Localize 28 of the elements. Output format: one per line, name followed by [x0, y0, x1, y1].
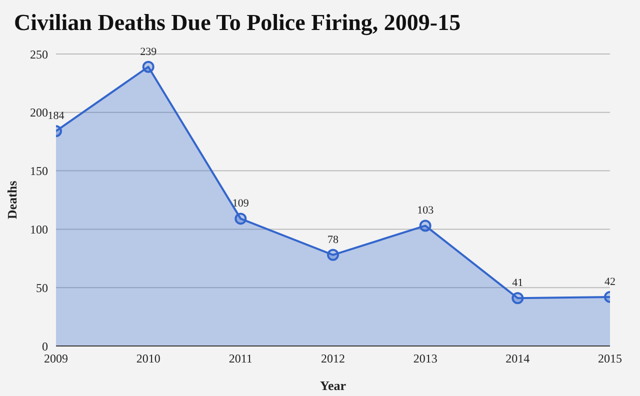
x-tick-label: 2012: [321, 352, 345, 366]
point: [234, 212, 247, 225]
y-tick-label: 0: [42, 339, 48, 354]
x-axis-title: Year: [320, 378, 346, 393]
y-axis-title: Deaths: [4, 180, 20, 220]
x-tick-label: 2013: [413, 352, 438, 366]
data-label: 239: [140, 46, 158, 58]
data-label: 109: [232, 198, 250, 210]
x-tick-label: 2010: [136, 352, 160, 366]
y-tick-label: 100: [30, 222, 48, 236]
data-label: 42: [604, 276, 616, 288]
data-label: 103: [417, 204, 434, 217]
data-label: 41: [512, 277, 524, 290]
point: [142, 60, 154, 73]
x-tick-label: 2011: [228, 352, 252, 366]
x-tick-label: 2014: [506, 352, 530, 366]
point: [327, 248, 339, 261]
chart-title: Civilian Deaths Due To Police Firing, 2009-15: [14, 10, 461, 36]
point: [512, 292, 524, 304]
point: [419, 220, 432, 232]
x-tick-label: 2009: [44, 352, 68, 366]
y-tick-label: 200: [30, 106, 48, 120]
data-label: 184: [48, 110, 65, 122]
data-label: 78: [328, 234, 339, 246]
x-tick-label: 2015: [598, 352, 622, 366]
y-tick-label: 50: [36, 280, 48, 295]
y-tick-label: 150: [30, 164, 48, 178]
y-tick-label: 250: [30, 47, 48, 62]
